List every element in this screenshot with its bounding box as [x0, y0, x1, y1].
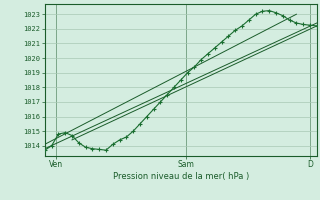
X-axis label: Pression niveau de la mer( hPa ): Pression niveau de la mer( hPa ) [113, 172, 249, 181]
